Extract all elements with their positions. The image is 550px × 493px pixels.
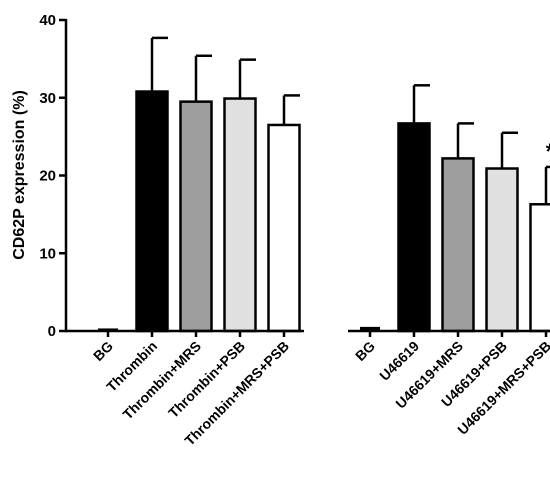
x-tick-label: BG [352, 338, 378, 364]
x-tick-label: Thrombin+MRS [119, 338, 204, 423]
x-tick-label: BG [90, 338, 116, 364]
y-tick-label: 40 [39, 12, 56, 29]
y-axis-title: CD62P expression (%) [11, 90, 28, 260]
significance-marker: * [546, 139, 550, 164]
bar [397, 122, 431, 333]
y-tick-label: 0 [48, 323, 56, 340]
bar [485, 167, 519, 333]
bar [223, 97, 257, 333]
bar [179, 100, 213, 333]
bar [267, 123, 301, 333]
bars-layer [98, 36, 550, 333]
bar [98, 328, 118, 331]
bar [360, 326, 380, 331]
bar [529, 203, 550, 333]
y-tick-label: 30 [39, 90, 56, 107]
y-tick-label: 10 [39, 245, 56, 262]
x-tick-label: Thrombin+PSB [165, 338, 248, 421]
bar [135, 90, 169, 333]
bar [441, 157, 475, 333]
y-tick-label: 20 [39, 168, 56, 185]
